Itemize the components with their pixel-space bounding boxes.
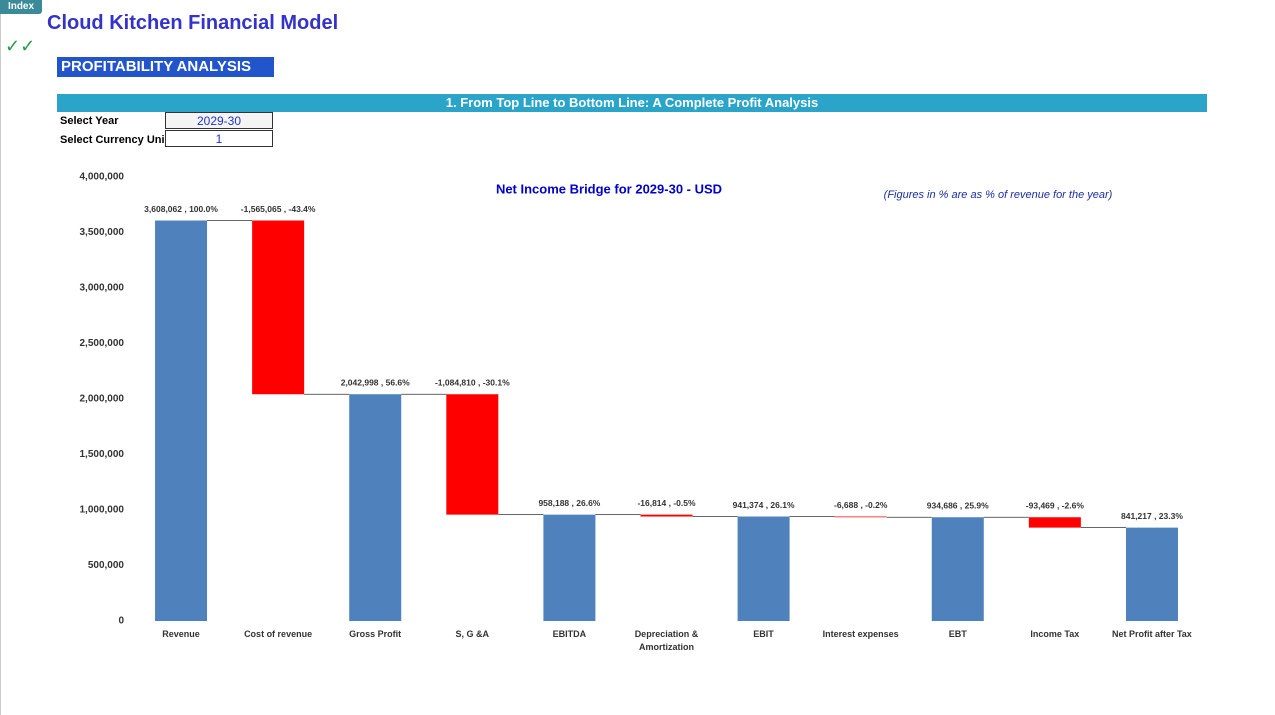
year-label: Select Year — [60, 115, 119, 127]
page-title: Cloud Kitchen Financial Model — [47, 12, 339, 34]
x-tick-label: Net Profit after Tax — [1111, 629, 1192, 639]
data-label: 2,042,998 , 56.6% — [341, 377, 410, 387]
y-tick-label: 4,000,000 — [80, 172, 125, 183]
bar — [349, 394, 402, 621]
check-icon: ✓✓ — [5, 36, 36, 56]
x-tick-label: EBT — [948, 629, 967, 639]
x-tick-label: EBIT — [753, 629, 774, 639]
data-label: 941,374 , 26.1% — [733, 500, 795, 510]
y-tick-label: 1,500,000 — [80, 449, 125, 460]
bar — [1125, 527, 1178, 621]
y-tick-label: 3,000,000 — [80, 283, 125, 294]
x-tick-label: Gross Profit — [349, 629, 402, 639]
data-label: 3,608,062 , 100.0% — [144, 204, 218, 214]
bar — [446, 394, 499, 515]
data-label: -6,688 , -0.2% — [834, 500, 888, 510]
index-button[interactable]: Index — [0, 0, 42, 14]
bar — [155, 220, 208, 621]
data-label: 958,188 , 26.6% — [538, 498, 600, 508]
bar — [931, 517, 984, 621]
data-label: -1,084,810 , -30.1% — [435, 377, 510, 387]
banner: 1. From Top Line to Bottom Line: A Compl… — [57, 94, 1207, 112]
data-label: 841,217 , 23.3% — [1121, 511, 1183, 521]
y-tick-label: 500,000 — [88, 560, 125, 571]
x-tick-label: Income Tax — [1030, 629, 1080, 639]
currency-label: Select Currency Uni — [60, 134, 165, 146]
bar — [834, 516, 887, 518]
bar — [252, 220, 305, 395]
bar — [640, 514, 693, 517]
y-tick-label: 1,000,000 — [80, 505, 125, 516]
x-tick-label: Revenue — [162, 629, 200, 639]
section-title: PROFITABILITY ANALYSIS — [57, 57, 274, 77]
bar — [737, 516, 790, 621]
y-tick-label: 2,000,000 — [80, 394, 125, 405]
x-tick-label: EBITDA — [552, 629, 587, 639]
y-tick-label: 3,500,000 — [80, 227, 125, 238]
data-label: -16,814 , -0.5% — [637, 498, 696, 508]
chart-note: (Figures in % are as % of revenue for th… — [884, 189, 1113, 201]
y-tick-label: 2,500,000 — [80, 338, 125, 349]
x-tick-label: Depreciation & Amortization — [634, 629, 699, 652]
x-tick-label: Interest expenses — [822, 629, 899, 639]
x-tick-label: Cost of revenue — [244, 629, 313, 639]
bar — [543, 514, 596, 621]
data-label: 934,686 , 25.9% — [927, 500, 989, 510]
year-input[interactable]: 2029-30 — [165, 112, 273, 129]
x-tick-label: S, G &A — [455, 629, 490, 639]
currency-input[interactable]: 1 — [165, 130, 273, 147]
data-label: -1,565,065 , -43.4% — [241, 204, 316, 214]
sheet-edge — [0, 14, 1, 715]
data-label: -93,469 , -2.6% — [1026, 500, 1085, 510]
chart-title: Net Income Bridge for 2029-30 - USD — [496, 181, 722, 196]
y-tick-label: 0 — [118, 616, 124, 627]
bar — [1028, 517, 1081, 528]
